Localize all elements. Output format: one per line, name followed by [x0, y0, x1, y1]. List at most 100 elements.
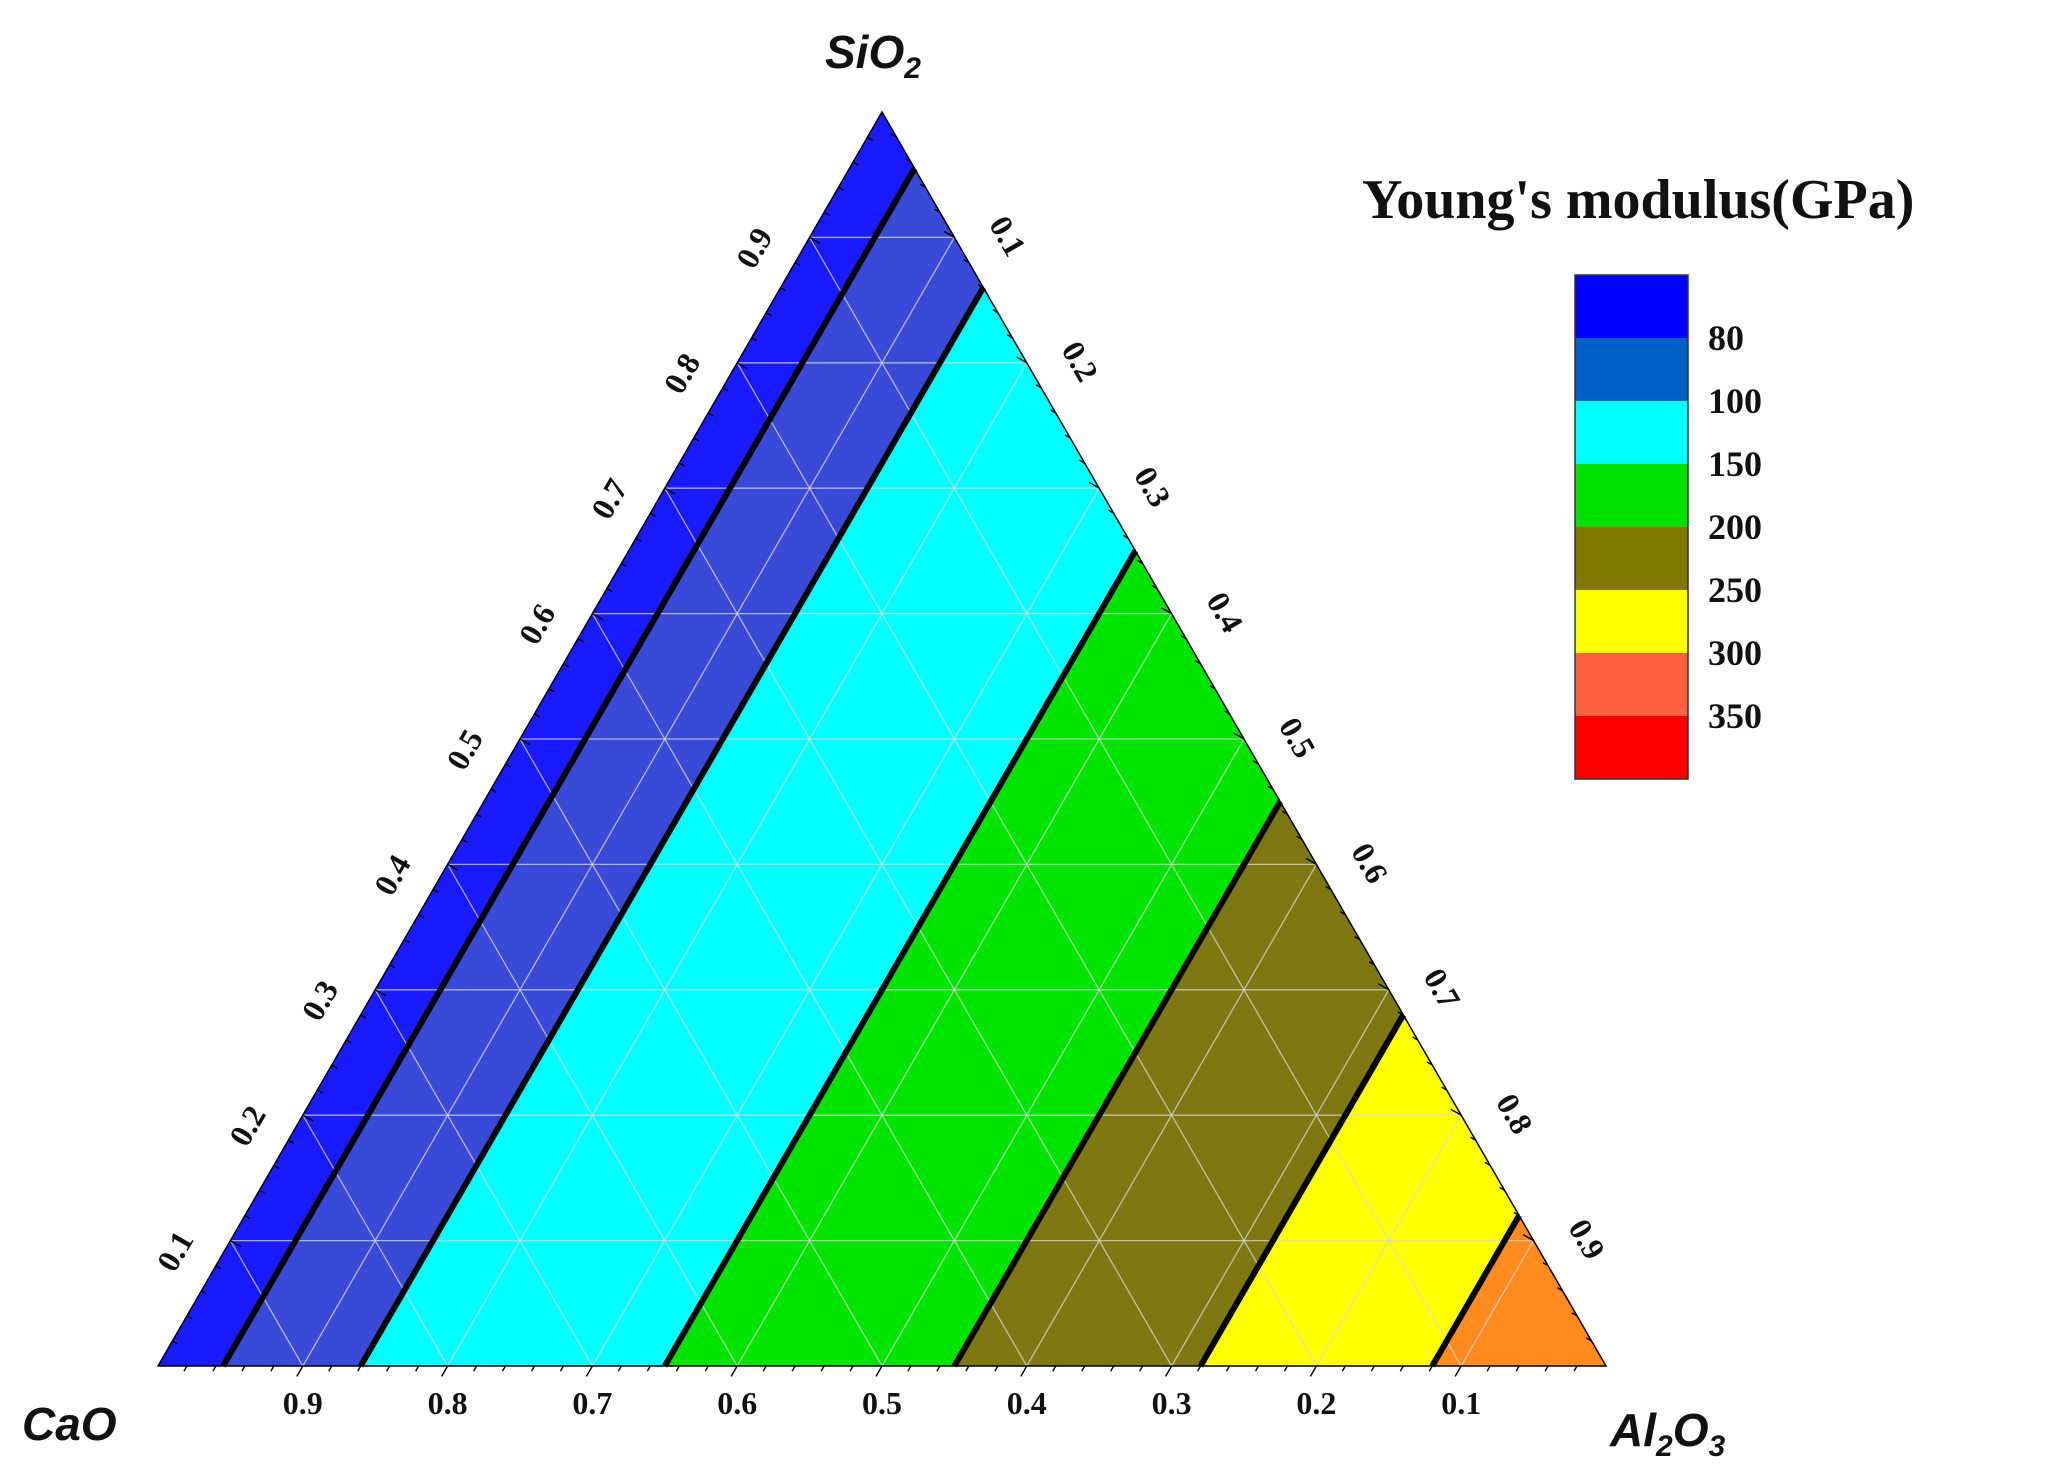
tick-right-16 [1108, 509, 1115, 514]
tick-right-49 [1585, 1337, 1592, 1342]
tick-bottom-35 [1164, 1365, 1173, 1377]
tick-left-3 [201, 1290, 207, 1295]
tick-left-34 [649, 512, 656, 517]
tick-right-4 [934, 208, 941, 213]
tick-left-30 [592, 612, 604, 621]
tick-label-left-9: 0.9 [728, 222, 779, 275]
grid-line-cao-8 [302, 1114, 449, 1367]
tick-bottom-33 [1110, 1365, 1115, 1372]
grid-line-cao-7 [374, 989, 593, 1367]
tick-right-15 [1088, 481, 1100, 489]
tick-right-43 [1499, 1186, 1505, 1192]
tick-bottom-37 [1225, 1365, 1231, 1372]
tick-bottom-36 [1196, 1365, 1202, 1372]
tick-right-24 [1223, 710, 1230, 715]
tick-left-27 [548, 688, 555, 693]
tick-left-6 [244, 1214, 251, 1220]
tick-left-35 [664, 487, 676, 495]
legend-swatch-1 [1575, 275, 1688, 338]
tick-bottom-43 [1399, 1365, 1404, 1372]
tick-right-5 [943, 230, 955, 239]
tick-left-38 [707, 412, 714, 417]
tick-label-left-2: 0.2 [222, 1099, 273, 1152]
tick-bottom-24 [849, 1365, 854, 1372]
legend-swatch-5 [1575, 527, 1688, 590]
tick-left-2 [186, 1315, 193, 1320]
tick-left-10 [302, 1114, 314, 1122]
tick-right-39 [1441, 1086, 1448, 1091]
tick-right-35 [1378, 983, 1390, 991]
tick-bottom-2 [212, 1365, 217, 1372]
tick-label-right-3: 0.3 [1127, 460, 1178, 513]
tick-bottom-7 [357, 1365, 362, 1372]
legend-swatch-2 [1575, 338, 1688, 401]
tick-left-22 [476, 813, 483, 818]
tick-left-20 [447, 863, 459, 872]
tick-bottom-41 [1341, 1365, 1346, 1372]
tick-right-19 [1151, 584, 1158, 590]
contour-line-5 [1197, 1013, 1406, 1368]
tick-bottom-34 [1139, 1365, 1144, 1372]
tick-right-20 [1160, 606, 1172, 615]
tick-label-bottom-8: 0.2 [1296, 1385, 1336, 1421]
tick-right-48 [1571, 1312, 1578, 1317]
tick-right-40 [1450, 1108, 1462, 1116]
tick-left-8 [273, 1164, 280, 1169]
tick-bottom-40 [1309, 1365, 1318, 1377]
tick-label-right-6: 0.6 [1344, 837, 1395, 890]
legend-swatch-8 [1575, 716, 1688, 779]
tick-left-11 [316, 1089, 323, 1094]
legend-label-2: 80 [1708, 318, 1744, 358]
legend-label-7: 300 [1708, 633, 1762, 673]
legend: 80 100 150 200 250 300 350 [1574, 274, 1762, 780]
contour-line-3 [662, 549, 1138, 1368]
tick-left-7 [259, 1189, 265, 1195]
tick-bottom-11 [472, 1365, 478, 1372]
tick-left-29 [577, 638, 584, 643]
contour-line-6 [1429, 1214, 1522, 1368]
tick-bottom-8 [386, 1365, 391, 1372]
tick-bottom-22 [791, 1365, 796, 1372]
tick-label-right-7: 0.7 [1417, 962, 1468, 1015]
grid-line-cao-6 [447, 864, 738, 1367]
tick-bottom-18 [675, 1365, 680, 1372]
tick-label-bottom-9: 0.1 [1441, 1385, 1481, 1421]
tick-bottom-17 [646, 1365, 651, 1372]
legend-label-3: 100 [1708, 381, 1762, 421]
legend-swatch-6 [1575, 590, 1688, 653]
tick-right-25 [1233, 732, 1245, 740]
tick-left-43 [780, 286, 787, 292]
tick-left-31 [606, 587, 613, 593]
tick-left-37 [693, 437, 700, 442]
tick-bottom-38 [1254, 1365, 1260, 1372]
apex-label-al2o3: Al2O3 [1609, 1404, 1725, 1463]
tick-bottom-12 [501, 1365, 507, 1372]
grid-line-cao-1 [809, 237, 1462, 1367]
tick-right-31 [1325, 885, 1332, 891]
tick-right-10 [1016, 356, 1028, 364]
tick-label-bottom-4: 0.6 [717, 1385, 757, 1421]
tick-bottom-6 [328, 1365, 333, 1372]
tick-bottom-3 [241, 1365, 246, 1372]
tick-left-32 [621, 562, 627, 568]
tick-left-45 [809, 236, 821, 245]
tick-right-27 [1267, 785, 1274, 790]
tick-left-49 [867, 136, 874, 141]
legend-swatch-3 [1575, 401, 1688, 464]
tick-right-8 [992, 309, 999, 314]
tick-bottom-14 [559, 1365, 565, 1372]
tick-label-right-5: 0.5 [1272, 711, 1323, 764]
tick-left-33 [635, 537, 642, 542]
tick-right-32 [1339, 910, 1346, 916]
tick-left-36 [678, 462, 685, 467]
tick-left-9 [287, 1139, 294, 1144]
tick-label-right-9: 0.9 [1562, 1213, 1613, 1266]
tick-right-29 [1296, 835, 1303, 840]
tick-label-right-4: 0.4 [1200, 586, 1251, 639]
tick-bottom-10 [440, 1365, 449, 1377]
tick-left-12 [331, 1064, 338, 1069]
tick-label-bottom-1: 0.9 [283, 1385, 323, 1421]
tick-label-left-4: 0.4 [366, 849, 417, 902]
tick-left-24 [505, 763, 512, 768]
tick-right-12 [1050, 409, 1057, 414]
